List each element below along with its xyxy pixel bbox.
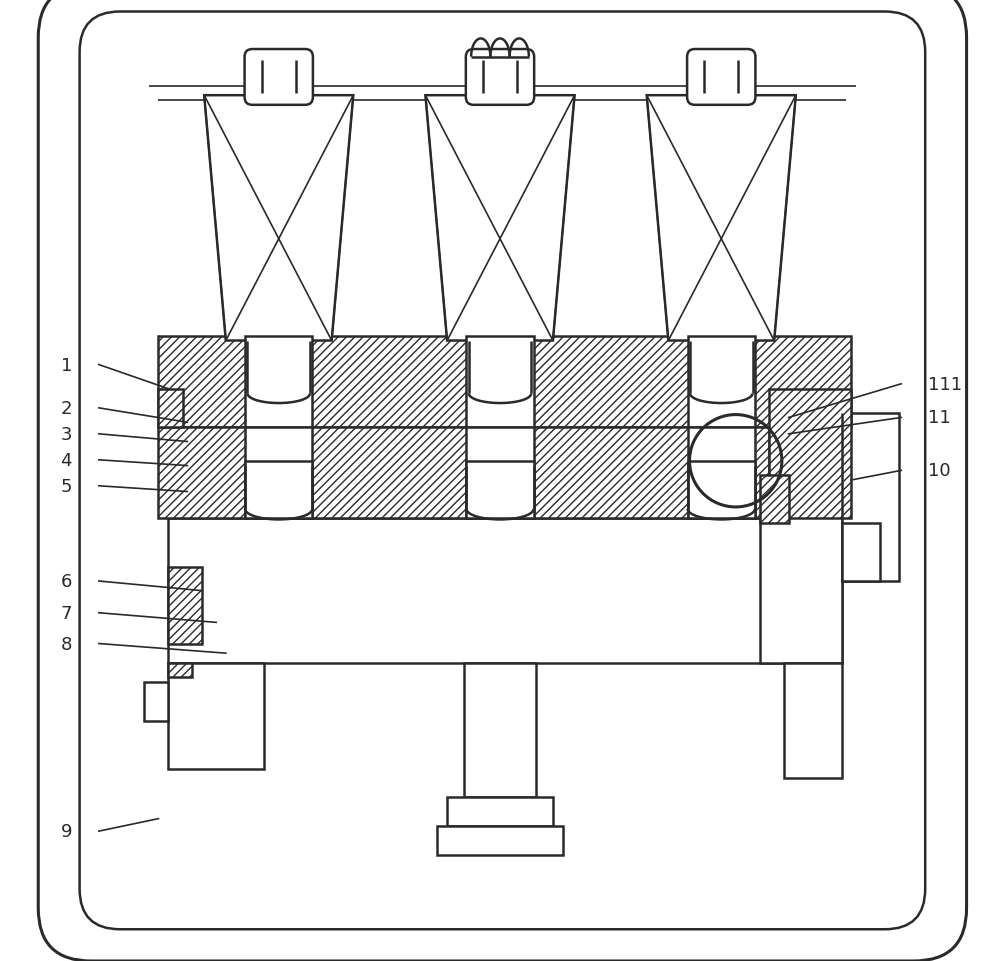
Bar bbox=[464, 663, 536, 798]
Text: 9: 9 bbox=[60, 823, 72, 840]
Bar bbox=[245, 428, 312, 519]
Bar bbox=[245, 336, 312, 428]
Bar bbox=[447, 798, 553, 826]
Bar bbox=[158, 389, 183, 428]
Bar bbox=[144, 682, 168, 721]
Bar bbox=[769, 389, 851, 519]
Text: 5: 5 bbox=[60, 478, 72, 495]
Polygon shape bbox=[204, 96, 353, 341]
Bar bbox=[483, 61, 517, 94]
Bar bbox=[760, 476, 789, 524]
Bar bbox=[168, 567, 202, 644]
Bar bbox=[842, 524, 880, 581]
Bar bbox=[245, 461, 312, 519]
Polygon shape bbox=[425, 96, 575, 341]
Bar bbox=[168, 663, 264, 769]
Text: 11: 11 bbox=[928, 409, 951, 427]
Text: 1: 1 bbox=[61, 357, 72, 374]
Bar bbox=[168, 663, 192, 678]
Bar bbox=[466, 461, 534, 519]
Bar bbox=[688, 461, 755, 519]
Bar bbox=[168, 519, 842, 663]
Bar bbox=[842, 413, 899, 581]
Bar bbox=[437, 826, 563, 855]
Bar bbox=[158, 428, 486, 519]
Bar bbox=[704, 61, 738, 94]
Bar bbox=[688, 336, 755, 428]
Text: 3: 3 bbox=[60, 426, 72, 443]
Bar bbox=[262, 61, 296, 94]
Bar bbox=[784, 663, 842, 778]
Text: 4: 4 bbox=[60, 452, 72, 469]
Bar bbox=[688, 428, 755, 519]
Polygon shape bbox=[647, 96, 796, 341]
FancyBboxPatch shape bbox=[687, 50, 755, 106]
Bar bbox=[519, 428, 769, 519]
Bar bbox=[760, 514, 842, 663]
Bar bbox=[466, 336, 534, 428]
Text: 7: 7 bbox=[60, 604, 72, 622]
Text: 8: 8 bbox=[61, 635, 72, 653]
FancyBboxPatch shape bbox=[38, 0, 967, 961]
Text: 10: 10 bbox=[928, 462, 951, 480]
Bar bbox=[466, 428, 534, 519]
Bar bbox=[158, 336, 851, 428]
FancyBboxPatch shape bbox=[245, 50, 313, 106]
Text: 6: 6 bbox=[61, 573, 72, 590]
Text: 2: 2 bbox=[60, 400, 72, 417]
Text: 111: 111 bbox=[928, 376, 962, 393]
FancyBboxPatch shape bbox=[466, 50, 534, 106]
